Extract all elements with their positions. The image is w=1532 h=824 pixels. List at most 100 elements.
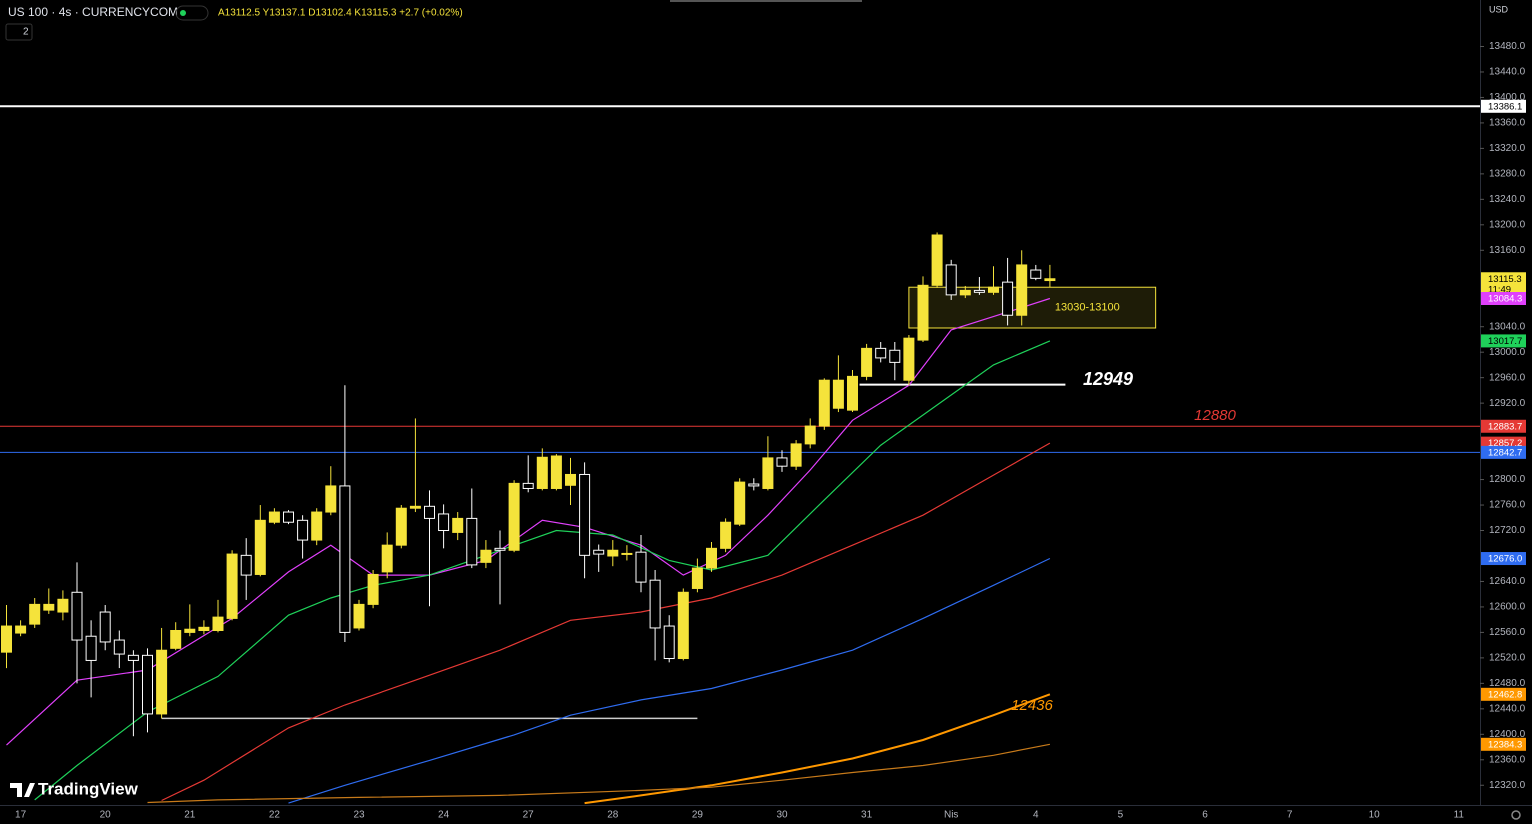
y-tick-label: 13400.0	[1489, 92, 1526, 103]
y-tick-label: 12640.0	[1489, 576, 1526, 587]
currency[interactable]: USD	[1489, 4, 1509, 14]
candle-body	[621, 552, 633, 555]
candle-body	[1, 625, 12, 653]
candle-body	[959, 289, 971, 296]
x-tick-label: 7	[1287, 810, 1293, 821]
x-tick-label: 24	[438, 810, 450, 821]
ohlc-values: A13112.5 Y13137.1 D13102.4 K13115.3 +2.7…	[218, 8, 463, 19]
y-tick-label: 13480.0	[1489, 41, 1526, 52]
y-tick-label: 13160.0	[1489, 245, 1526, 256]
candle-body	[99, 611, 111, 643]
candle-body	[762, 457, 774, 489]
candle-body	[706, 547, 717, 569]
x-tick-label: 11	[1454, 810, 1465, 821]
x-tick-label: 10	[1369, 810, 1381, 821]
y-tick-label: 13200.0	[1489, 219, 1526, 230]
candle-body	[240, 554, 252, 576]
indicator-count[interactable]: 2	[23, 27, 29, 38]
candle-body	[184, 628, 196, 633]
candle-body	[198, 626, 210, 631]
price-tag	[1481, 737, 1526, 751]
y-tick-label: 12480.0	[1489, 678, 1526, 689]
price-tag	[1481, 687, 1526, 701]
candle-body	[804, 425, 816, 445]
candle-body	[593, 549, 605, 555]
candle-body	[297, 519, 309, 541]
annotation: 12880	[1194, 407, 1236, 424]
candle-body	[381, 544, 393, 573]
candle-body	[395, 507, 407, 546]
candle-body	[212, 616, 224, 631]
moving-average	[34, 340, 1051, 801]
candle-body	[43, 603, 55, 611]
candle-body	[635, 551, 647, 583]
indicator-toggle[interactable]	[5, 23, 33, 41]
candle-body	[720, 521, 732, 549]
settings-icon[interactable]	[1511, 810, 1521, 820]
candle-body	[480, 549, 492, 563]
x-tick-label: 30	[776, 810, 788, 821]
candle-body	[917, 284, 929, 341]
candle-body	[550, 455, 562, 489]
logo[interactable]: TradingView	[38, 779, 139, 798]
candle-body	[1016, 264, 1028, 316]
candle-body	[889, 349, 901, 363]
price-tag-label: 12842.7	[1488, 447, 1522, 458]
candle-body	[522, 482, 534, 489]
symbol-title[interactable]: US 100 · 4s · CURRENCYCOM	[8, 5, 178, 19]
x-tick-label: 27	[523, 810, 535, 821]
status-dot	[180, 10, 186, 16]
y-tick-label: 12800.0	[1489, 474, 1526, 485]
candle-body	[283, 511, 294, 523]
price-tag-label: 13386.1	[1488, 101, 1522, 112]
price-tag	[1481, 99, 1526, 113]
candle-body	[268, 511, 280, 523]
y-tick-label: 13320.0	[1489, 143, 1526, 154]
moving-average	[288, 557, 1051, 804]
price-tag-label: 12883.7	[1488, 421, 1522, 432]
y-tick-label: 12600.0	[1489, 602, 1526, 613]
candle-body	[142, 654, 153, 715]
y-tick-label: 12440.0	[1489, 703, 1526, 714]
overlay: 13480.0 13440.0 13400.0 13360.0 13320.0 13280…	[15, 41, 1526, 821]
candle-body	[156, 649, 168, 715]
x-tick-label: 29	[692, 810, 704, 821]
candle-body	[353, 603, 365, 629]
price-tag-label: 12384.3	[1488, 739, 1522, 750]
candle-body	[832, 379, 844, 409]
price-tag	[1481, 552, 1526, 566]
y-tick-label: 12720.0	[1489, 525, 1526, 536]
candle-body	[607, 549, 619, 557]
moving-average	[147, 743, 1051, 804]
candle-body	[649, 579, 661, 629]
candle-body	[409, 505, 421, 509]
x-tick-label: 23	[353, 810, 365, 821]
x-tick-label: 4	[1033, 810, 1039, 821]
candle-body	[691, 567, 703, 589]
candle-body	[438, 513, 450, 532]
candle-body	[71, 591, 83, 641]
x-tick-label: Nis	[944, 810, 958, 821]
plot-area: 13030-13100 12949 12880 12436	[0, 105, 1480, 805]
candle-body	[931, 234, 943, 286]
price-tag	[1481, 419, 1526, 433]
y-tick-label: 12960.0	[1489, 372, 1526, 383]
candle-body	[988, 286, 999, 293]
candle-body	[494, 547, 506, 551]
y-tick-label: 12520.0	[1489, 653, 1526, 664]
candle-body	[1002, 281, 1014, 316]
countdown: 11:49	[1488, 284, 1511, 295]
price-tag	[1481, 291, 1526, 305]
annotation: 12436	[1011, 697, 1053, 714]
candle-body	[945, 264, 957, 296]
candle-body	[790, 443, 802, 467]
candle-body	[29, 603, 41, 625]
candle-body	[903, 337, 915, 381]
x-tick-label: 31	[861, 810, 873, 821]
x-tick-label: 6	[1202, 810, 1208, 821]
candle-body	[861, 347, 873, 377]
candle-body	[973, 289, 985, 293]
candle-body	[818, 379, 830, 427]
